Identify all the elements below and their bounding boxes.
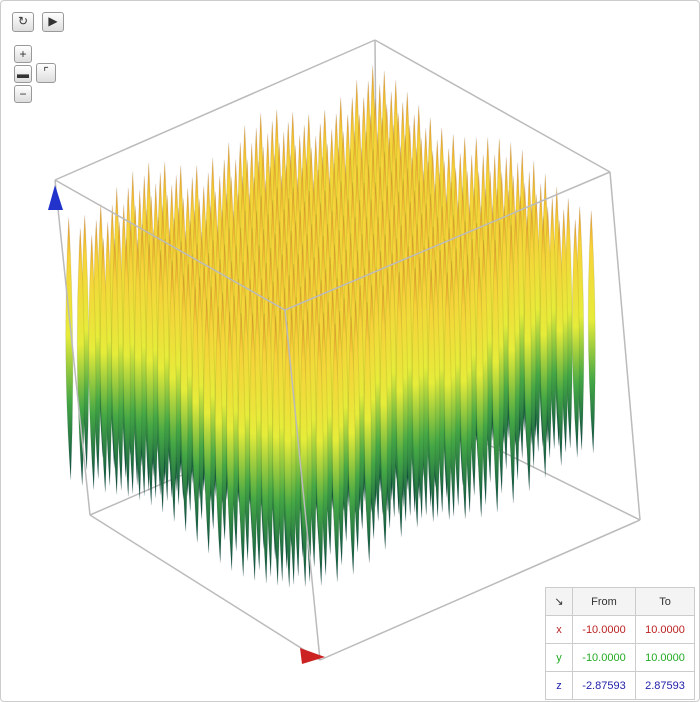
axis-name: y (545, 643, 573, 672)
surface-spike (249, 312, 258, 581)
header-cell: From (572, 587, 636, 616)
from-cell[interactable]: -10.0000 (572, 615, 636, 644)
x-axis-arrow (300, 648, 325, 664)
surface-spike (88, 234, 97, 490)
axis-name: z (545, 671, 573, 700)
row: y -10.0000 10.0000 (545, 643, 695, 672)
surface-spike (260, 312, 269, 584)
surface-spike (283, 320, 292, 588)
surface-spike (507, 224, 516, 504)
surface-spike (379, 284, 388, 550)
surface (65, 65, 596, 588)
surface-spike (226, 311, 235, 571)
surface-spike (191, 286, 200, 543)
surface-spike (443, 272, 452, 520)
surface-spike (315, 322, 324, 586)
header-cell: To (635, 587, 695, 616)
surface-spike (475, 256, 484, 518)
surface-spike (347, 316, 356, 575)
surface-spike (76, 228, 85, 486)
to-cell[interactable]: 10.0000 (635, 615, 695, 644)
surface-spike (203, 298, 212, 554)
box-front (54, 171, 641, 661)
surface-spike (145, 242, 154, 506)
surface-spike (214, 306, 223, 563)
surface-spike (168, 260, 177, 522)
surface-spike (122, 238, 131, 497)
surface-spike (180, 273, 189, 532)
surface-spike (134, 239, 143, 501)
surface-spike (237, 312, 246, 577)
row: z -2.87593 2.87593 (545, 671, 695, 700)
surface-spike (539, 216, 548, 478)
surface-spike (157, 250, 166, 513)
surface-spike (395, 271, 404, 538)
from-cell[interactable]: -10.0000 (572, 643, 636, 672)
header-row: ↘ From To (545, 587, 695, 616)
surface-spike (491, 239, 500, 513)
to-cell[interactable]: 10.0000 (635, 643, 695, 672)
view-button[interactable]: ▬ (14, 65, 32, 83)
surface-spike (587, 210, 596, 454)
surface-spike (523, 216, 532, 491)
surface-spike (411, 267, 420, 528)
surface-spike (427, 269, 436, 522)
surface-spike (111, 238, 120, 495)
surface-spike (272, 315, 281, 586)
play-button[interactable]: ▶ (42, 12, 64, 32)
from-cell[interactable]: -2.87593 (572, 671, 636, 700)
row: x -10.0000 10.0000 (545, 615, 695, 644)
zoom-out-button[interactable]: − (14, 85, 32, 103)
corner-icon: ↘ (545, 587, 573, 616)
surface-spike (555, 219, 564, 466)
zoom-in-button[interactable]: + (14, 45, 32, 63)
axes-button[interactable]: ⌜ (36, 63, 56, 83)
axis-name: x (545, 615, 573, 644)
surface-spike (363, 302, 372, 563)
z-axis-arrow (48, 185, 63, 210)
surface-spike (99, 238, 108, 493)
surface-spike (331, 323, 340, 583)
range-table: ↘ From To x -10.0000 10.0000 y -10.0000 … (545, 587, 695, 700)
to-cell[interactable]: 2.87593 (635, 671, 695, 700)
surface-spike (459, 268, 468, 519)
surface-spike (65, 217, 74, 480)
surface-spike (571, 219, 580, 458)
reset-button[interactable]: ↻ (12, 12, 34, 32)
